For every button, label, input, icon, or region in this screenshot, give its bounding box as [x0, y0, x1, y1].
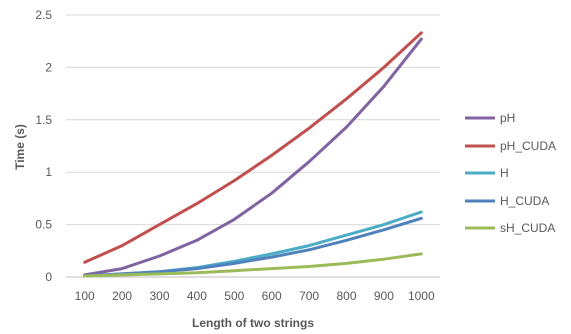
legend-label: H — [500, 166, 509, 180]
x-tick-label: 500 — [224, 289, 244, 303]
y-tick-label: 2.5 — [35, 8, 52, 22]
x-tick-label: 300 — [149, 289, 169, 303]
y-axis-title: Time (s) — [13, 124, 27, 170]
x-tick-labels: 100 200 300 400 500 600 700 800 900 1000 — [75, 289, 435, 303]
series-line-ph — [83, 37, 423, 277]
x-tick-label: 800 — [336, 289, 356, 303]
legend-label: H_CUDA — [500, 194, 549, 208]
y-tick-label: 1.5 — [35, 113, 52, 127]
x-tick-label: 600 — [262, 289, 282, 303]
y-tick-labels: 0 0.5 1 1.5 2 2.5 — [35, 8, 52, 284]
legend-label: pH — [500, 111, 515, 125]
legend: pH pH_CUDA H H_CUDA sH_CUDA — [465, 111, 556, 235]
x-tick-label: 700 — [299, 289, 319, 303]
legend-label: sH_CUDA — [500, 221, 555, 235]
x-tick-label: 200 — [112, 289, 132, 303]
x-tick-label: 900 — [374, 289, 394, 303]
series-line-ph-cuda — [83, 31, 423, 264]
series-line-h — [83, 210, 423, 278]
y-tick-label: 0.5 — [35, 218, 52, 232]
x-axis-title: Length of two strings — [192, 316, 314, 330]
y-tick-label: 2 — [45, 60, 52, 74]
y-tick-label: 1 — [45, 165, 52, 179]
series-line-sh-cuda — [83, 252, 423, 278]
legend-label: pH_CUDA — [500, 139, 556, 153]
x-tick-label: 1000 — [408, 289, 435, 303]
x-tick-label: 400 — [187, 289, 207, 303]
series-lines — [83, 31, 423, 278]
series-line-h-cuda — [83, 216, 423, 278]
grid-lines — [66, 14, 440, 278]
x-tick-label: 100 — [75, 289, 95, 303]
y-tick-label: 0 — [45, 270, 52, 284]
